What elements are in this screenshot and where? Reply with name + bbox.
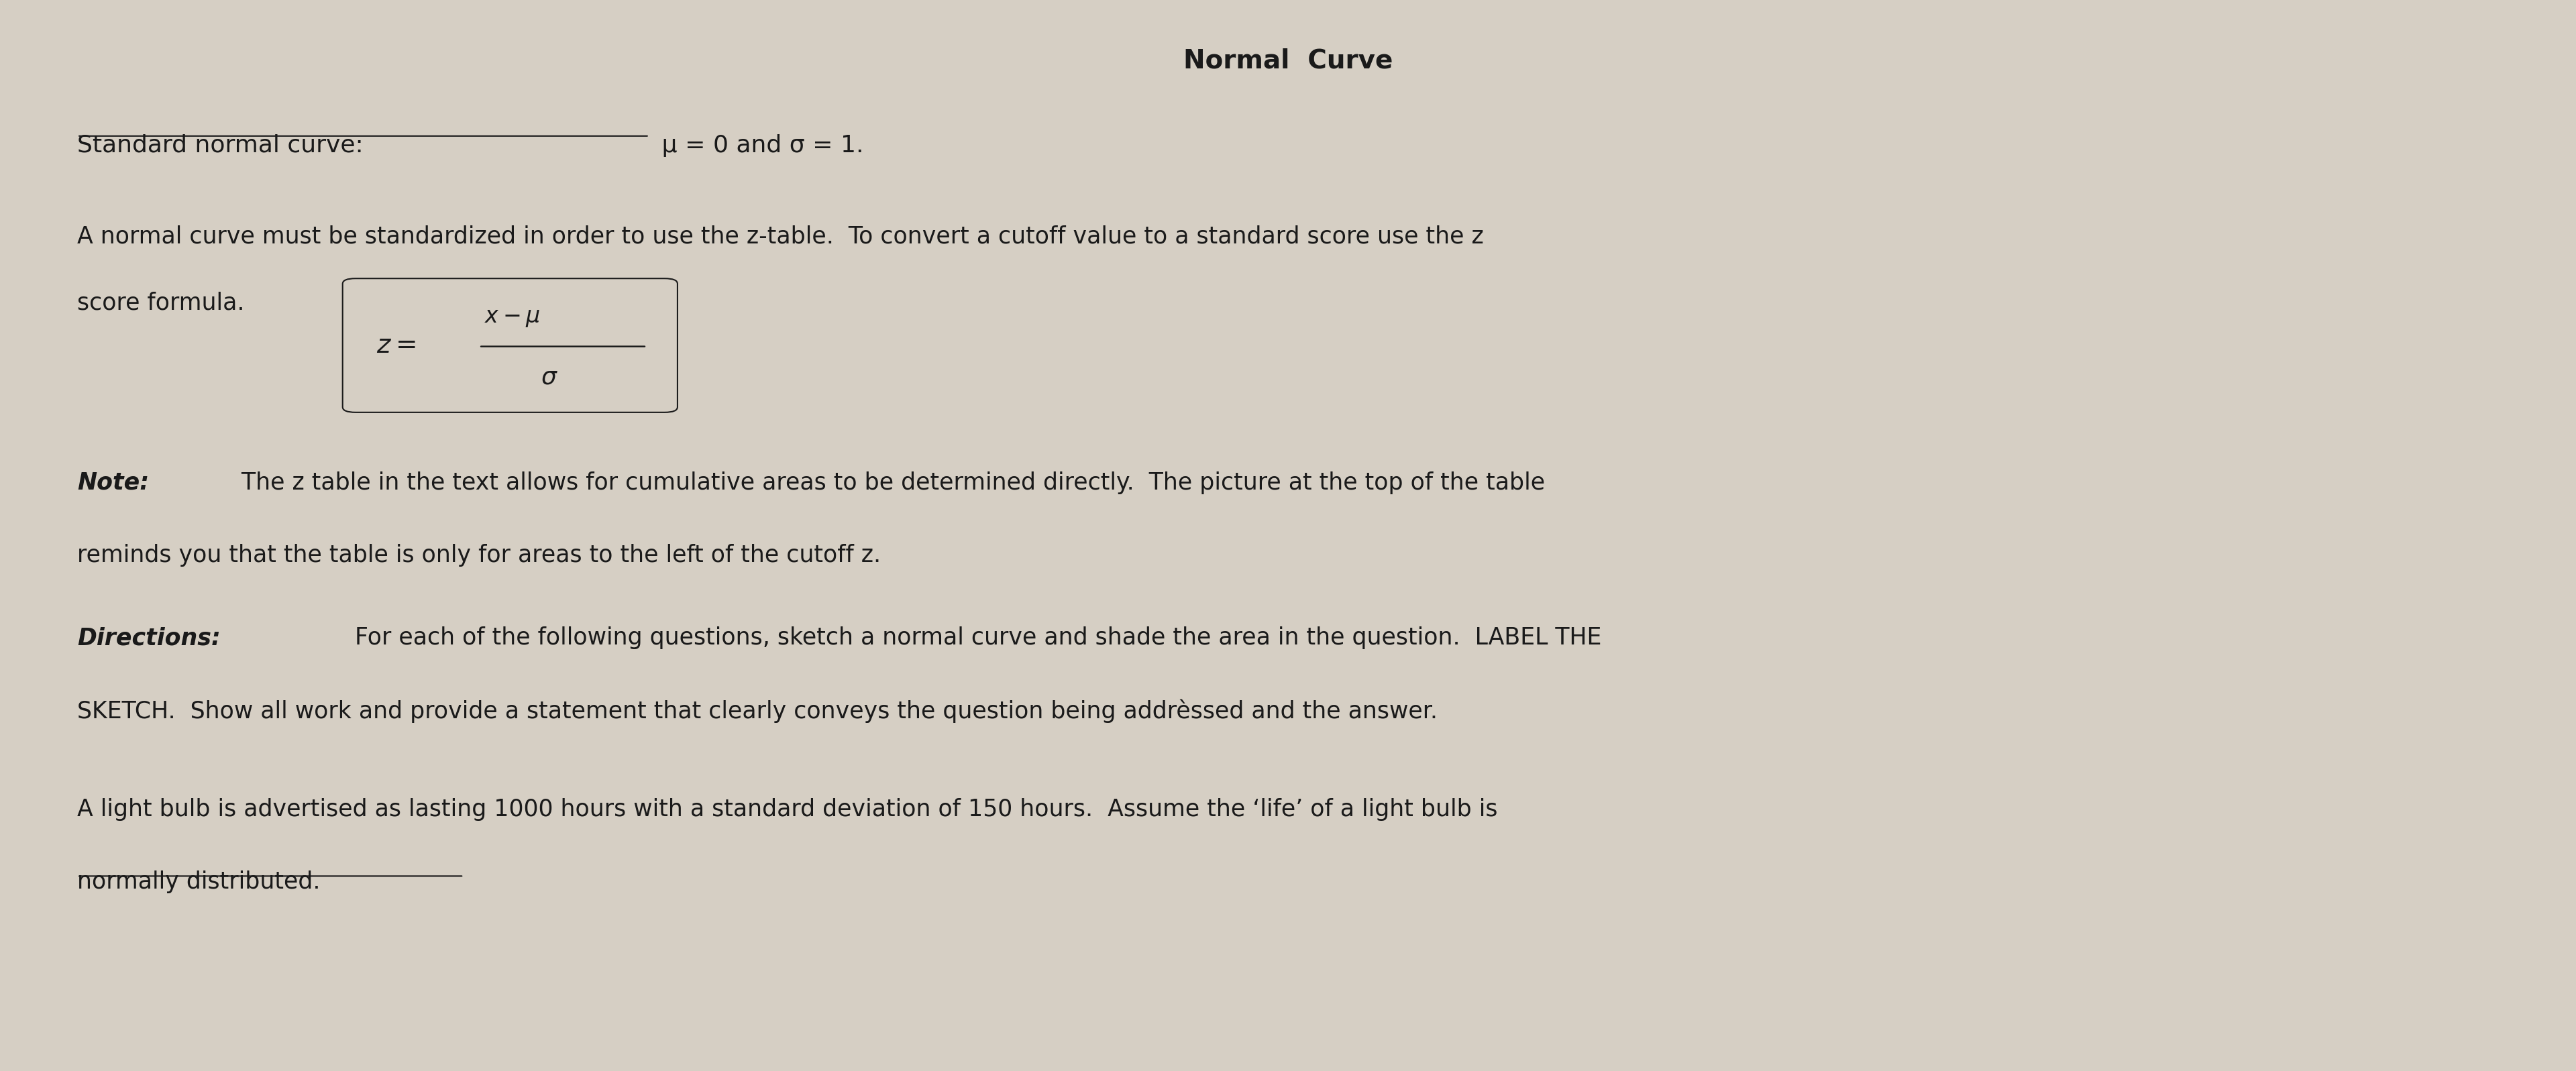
Text: For each of the following questions, sketch a normal curve and shade the area in: For each of the following questions, ske… <box>340 627 1602 649</box>
Text: reminds you that the table is only for areas to the left of the cutoff z.: reminds you that the table is only for a… <box>77 544 881 567</box>
Text: A light bulb is advertised as lasting 1000 hours with a standard deviation of 15: A light bulb is advertised as lasting 10… <box>77 798 1497 820</box>
Text: Standard normal curve:: Standard normal curve: <box>77 134 363 156</box>
Text: SKETCH.  Show all work and provide a statement that clearly conveys the question: SKETCH. Show all work and provide a stat… <box>77 699 1437 723</box>
Text: A normal curve must be standardized in order to use the z-table.  To convert a c: A normal curve must be standardized in o… <box>77 225 1484 247</box>
Text: $z =$: $z =$ <box>376 333 415 358</box>
Text: μ = 0 and σ = 1.: μ = 0 and σ = 1. <box>654 134 863 156</box>
Text: The z table in the text allows for cumulative areas to be determined directly.  : The z table in the text allows for cumul… <box>227 471 1546 494</box>
Text: Directions:: Directions: <box>77 627 222 649</box>
Text: score formula.: score formula. <box>77 291 245 314</box>
Text: normally distributed.: normally distributed. <box>77 871 319 893</box>
Text: $\sigma$: $\sigma$ <box>541 366 559 389</box>
Text: $x - \mu$: $x - \mu$ <box>484 306 541 329</box>
Text: Note:: Note: <box>77 471 149 494</box>
Text: Normal  Curve: Normal Curve <box>1182 48 1394 74</box>
